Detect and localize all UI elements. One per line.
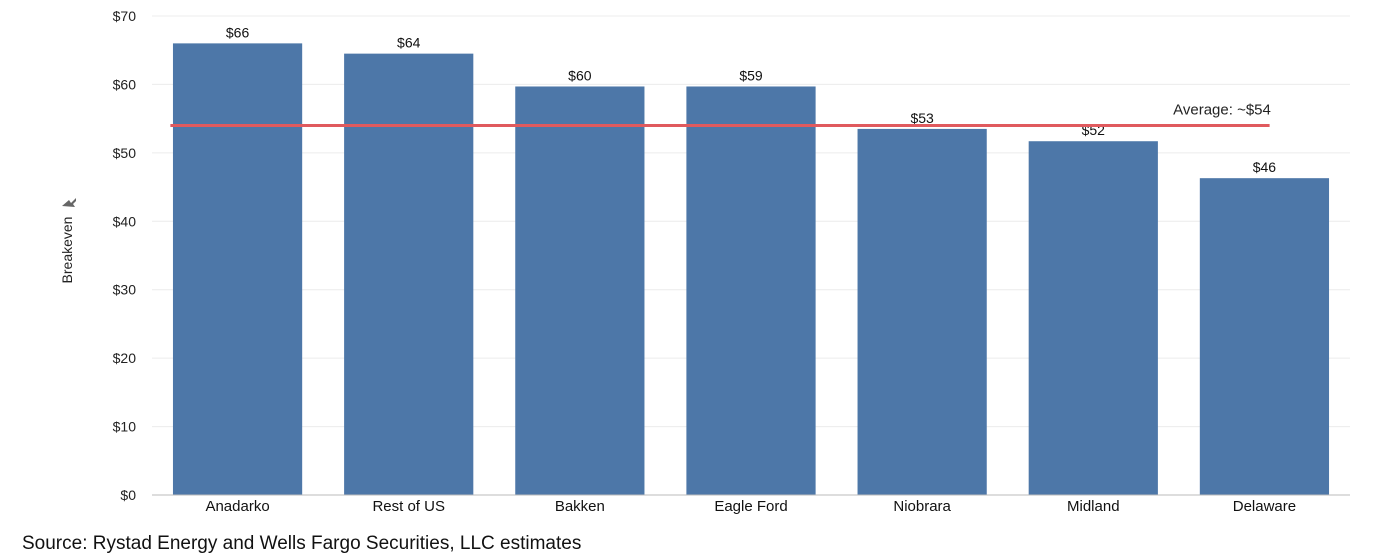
bar-value-label: $53 [910,110,934,126]
category-label: Eagle Ford [714,498,787,515]
category-label: Bakken [555,498,605,515]
y-tick-label: $30 [113,282,137,298]
y-tick-label: $20 [113,350,137,366]
y-tick-label: $70 [113,8,137,24]
bar-value-label: $59 [739,67,763,83]
bar [515,86,645,495]
bar-value-label: $46 [1253,159,1277,175]
category-label: Anadarko [205,498,269,515]
bar [857,128,987,495]
y-tick-label: $10 [113,419,137,435]
y-tick-label: $40 [113,213,137,229]
bar [172,43,303,495]
y-tick-label: $0 [120,487,136,503]
bar [344,53,474,496]
bars [172,43,1330,496]
y-tick-label: $50 [113,145,137,161]
y-axis-label: Breakeven [59,217,75,284]
bar-value-label: $60 [568,67,592,83]
category-label: Niobrara [893,498,951,515]
y-axis-title: Breakeven [59,198,76,283]
bar [1199,178,1330,495]
y-tick-label: $60 [113,76,137,92]
category-label: Rest of US [372,498,445,515]
bar-value-label: $66 [226,24,250,40]
category-labels: Anadarko Rest of US Bakken Eagle Ford Niobra… [205,498,1296,515]
bar-chart: $0 $10 $20 $30 $40 $50 $60 $70 $66 $64 $60 $59 $53 $… [59,8,1350,515]
y-axis-ticks: $0 $10 $20 $30 $40 $50 $60 $70 [113,8,137,503]
pin-icon [62,198,76,207]
category-label: Delaware [1233,498,1296,515]
bar [1028,141,1158,495]
value-labels: $66$64$60 $59$53$52$46 [226,24,1276,175]
bar-value-label: $64 [397,35,421,51]
bar [686,86,816,495]
average-label: Average: ~$54 [1173,101,1271,118]
category-label: Midland [1067,498,1120,515]
source-note: Source: Rystad Energy and Wells Fargo Se… [22,533,582,554]
